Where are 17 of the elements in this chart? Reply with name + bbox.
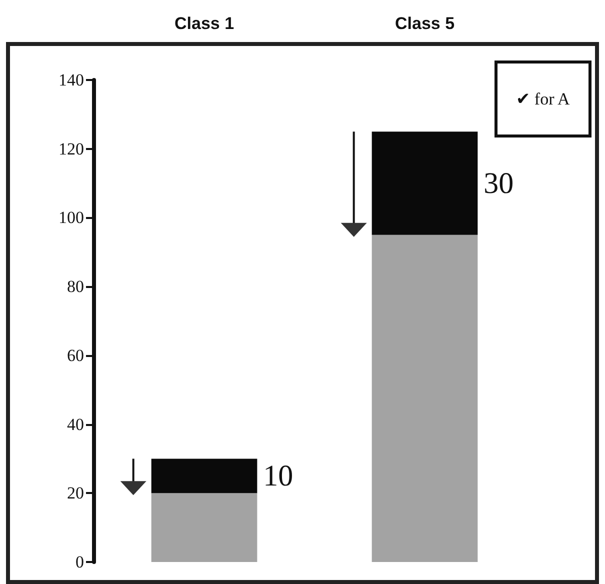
y-tick-label: 20 — [67, 484, 84, 503]
y-tick-label: 120 — [58, 139, 84, 158]
y-tick-label: 140 — [58, 70, 84, 90]
annotation: ✔ for A — [516, 90, 571, 108]
y-tick-label: 100 — [58, 208, 84, 228]
y-tick-label: 0 — [76, 552, 84, 572]
bar — [151, 458, 258, 494]
y-tick-label: 40 — [67, 414, 84, 434]
bar — [151, 493, 258, 562]
bar — [372, 234, 478, 562]
data-label: 10 — [263, 459, 294, 492]
y-tick-label: 80 — [67, 277, 84, 296]
data-label: 30 — [484, 166, 514, 200]
x-tick-label: Class 1 — [174, 14, 234, 33]
x-tick-label: Class 5 — [394, 14, 455, 33]
y-tick-label: 60 — [67, 346, 84, 365]
bar — [372, 132, 478, 235]
